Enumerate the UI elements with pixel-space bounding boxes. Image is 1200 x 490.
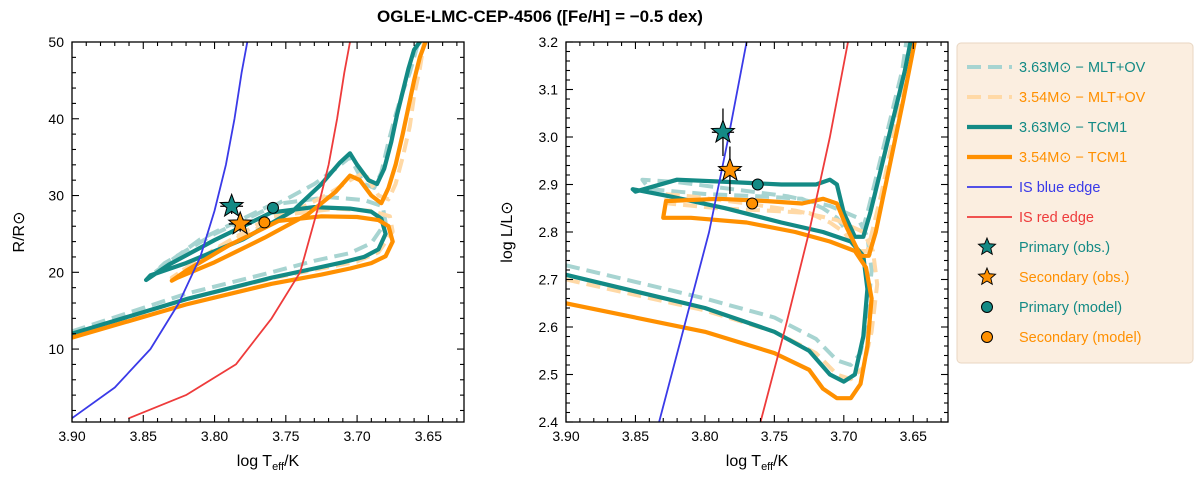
plot-area [72, 42, 428, 420]
x-tick-label: 3.70 [830, 428, 857, 444]
legend-label: 3.54M⊙ − MLT+OV [1019, 90, 1146, 106]
legend-label: 3.63M⊙ − TCM1 [1019, 120, 1127, 136]
series-is-blue-edge [72, 42, 249, 420]
point-secondary-obs [227, 210, 253, 235]
series-is-blue-edge [658, 42, 748, 422]
y-tick-label: 3.2 [539, 34, 559, 50]
legend-label: IS red edge [1019, 210, 1094, 226]
x-tick-label: 3.80 [691, 428, 718, 444]
y-axis: 10 20 30 40 50 [48, 34, 464, 412]
legend-item-tcm1_s: 3.54M⊙ − TCM1 [967, 150, 1127, 166]
x-axis-label: log Teff/K [726, 453, 789, 473]
y-axis-label: log L/L⊙ [499, 201, 516, 262]
y-tick-label: 2.7 [539, 272, 559, 288]
series-3-63m-mlt-ov [566, 42, 909, 367]
series-3-63m-tcm1 [72, 42, 422, 336]
point-primary-model [266, 201, 279, 214]
x-axis: 3.90 3.85 3.80 3.75 3.70 3.65 [552, 42, 942, 444]
legend: 3.63M⊙ − MLT+OV 3.54M⊙ − MLT+OV 3.63M⊙ − T… [956, 42, 1194, 364]
legend-item-sec_mod: Secondary (model) [981, 330, 1142, 346]
legend-circle-marker [981, 301, 993, 313]
x-axis-label: log Teff/K [237, 453, 300, 473]
legend-item-is_red: IS red edge [967, 210, 1094, 226]
y-tick-label: 3.1 [539, 82, 559, 98]
legend-box [956, 42, 1194, 364]
figure-title: OGLE-LMC-CEP-4506 ([Fe/H] = −0.5 dex) [377, 7, 703, 26]
legend-item-prim_mod: Primary (model) [981, 300, 1122, 316]
axes-frame [565, 41, 949, 423]
legend-label: Secondary (obs.) [1019, 270, 1129, 286]
y-tick-label: 2.6 [539, 319, 559, 335]
point-secondary-obs [717, 156, 743, 182]
point-primary-obs [218, 192, 245, 218]
point-secondary-model [746, 197, 759, 210]
point-primary-model [751, 178, 764, 191]
plot-area [566, 42, 917, 422]
legend-item-is_blue: IS blue edge [967, 180, 1100, 196]
legend-label: Primary (model) [1019, 300, 1122, 316]
left-panel-radius: 3.90 3.85 3.80 3.75 3.70 3.65 10 20 30 40 50 log Te… [11, 34, 465, 473]
series-3-54m-tcm1 [566, 42, 917, 401]
y-tick-label: 20 [48, 264, 64, 280]
legend-label: IS blue edge [1019, 180, 1100, 196]
y-tick-label: 50 [48, 34, 64, 50]
legend-item-tcm_mlt_p: 3.63M⊙ − MLT+OV [967, 60, 1146, 76]
legend-item-tcm_mlt_s: 3.54M⊙ − MLT+OV [967, 90, 1146, 106]
y-tick-label: 2.9 [539, 177, 559, 193]
x-tick-label: 3.75 [272, 428, 299, 444]
legend-item-sec_obs: Secondary (obs.) [977, 266, 1129, 286]
y-tick-label: 2.4 [539, 414, 559, 430]
point-primary-obs [710, 118, 736, 144]
y-tick-label: 30 [48, 188, 64, 204]
series-is-red-edge [759, 42, 849, 422]
y-tick-label: 10 [48, 341, 64, 357]
point-secondary-model [258, 216, 271, 229]
x-tick-label: 3.90 [58, 428, 85, 444]
axes-frame [71, 41, 465, 423]
x-tick-label: 3.85 [622, 428, 649, 444]
x-tick-label: 3.80 [201, 428, 228, 444]
series-is-red-edge [128, 42, 351, 420]
series-3-63m-tcm1 [566, 42, 913, 384]
legend-item-prim_obs: Primary (obs.) [977, 236, 1110, 256]
y-tick-label: 2.5 [539, 367, 559, 383]
legend-label: 3.54M⊙ − TCM1 [1019, 150, 1127, 166]
y-tick-label: 3.0 [539, 129, 559, 145]
legend-label: Primary (obs.) [1019, 240, 1110, 256]
legend-circle-marker [981, 331, 993, 343]
right-panel-luminosity: 3.90 3.85 3.80 3.75 3.70 3.652.42.52.62.72.82… [499, 34, 949, 473]
legend-star-marker [977, 236, 997, 256]
x-tick-label: 3.90 [552, 428, 579, 444]
y-axis-label: R/R⊙ [11, 212, 28, 253]
legend-item-tcm1_p: 3.63M⊙ − TCM1 [967, 120, 1127, 136]
legend-star-marker [977, 266, 997, 286]
x-tick-label: 3.75 [761, 428, 788, 444]
y-tick-label: 2.8 [539, 224, 559, 240]
x-tick-label: 3.65 [415, 428, 442, 444]
series-3-54m-tcm1 [72, 42, 428, 340]
x-tick-label: 3.70 [343, 428, 370, 444]
legend-label: 3.63M⊙ − MLT+OV [1019, 60, 1146, 76]
y-axis: 2.4 2.5 2.6 2.7 2.8 2.9 3.0 3.1 3.2 [539, 34, 948, 430]
x-tick-label: 3.85 [130, 428, 157, 444]
legend-label: Secondary (model) [1019, 330, 1142, 346]
x-tick-label: 3.65 [900, 428, 927, 444]
y-tick-label: 40 [48, 111, 64, 127]
x-axis: 3.90 3.85 3.80 3.75 3.70 3.65 [58, 42, 458, 444]
